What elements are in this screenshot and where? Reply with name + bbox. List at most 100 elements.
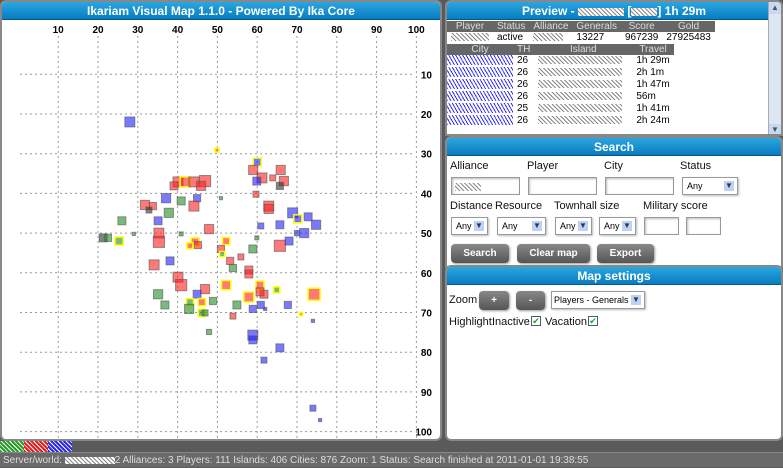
city-marker[interactable] — [160, 193, 172, 204]
scroll-down-icon[interactable]: ▼ — [769, 124, 781, 134]
city-marker[interactable] — [199, 283, 211, 295]
city-marker[interactable] — [252, 190, 260, 198]
resource-select[interactable]: Any ▼ — [497, 217, 546, 235]
city-marker[interactable] — [298, 311, 304, 317]
world-map[interactable]: 10 20 30 40 50 60 70 80 90 100 10 20 30 40 50 60 70 80 90 1… — [2, 2, 442, 441]
city-marker[interactable] — [275, 220, 285, 230]
city-marker[interactable] — [178, 231, 184, 237]
zoom-out-button[interactable]: - — [516, 291, 545, 310]
city-marker[interactable] — [248, 335, 258, 345]
clear-map-button[interactable]: Clear map — [517, 244, 590, 263]
city-marker[interactable] — [254, 235, 260, 241]
city-marker[interactable] — [208, 296, 218, 306]
city-row[interactable]: 26 2h 1m — [447, 67, 674, 79]
city-marker[interactable] — [293, 230, 301, 237]
city-row[interactable]: 26 1h 47m — [447, 79, 674, 91]
city-marker[interactable] — [152, 289, 164, 300]
city-marker[interactable] — [201, 309, 209, 317]
player-row[interactable]: active 13227 967239 27925483 — [447, 32, 715, 44]
city-marker[interactable] — [220, 279, 232, 291]
city-marker[interactable] — [275, 181, 284, 190]
city-marker[interactable] — [221, 236, 231, 246]
city-marker[interactable] — [255, 287, 265, 297]
inactive-checkbox[interactable]: ✔ — [531, 316, 541, 326]
city-marker[interactable] — [153, 216, 163, 226]
city-marker[interactable] — [165, 256, 175, 266]
city-marker[interactable] — [226, 256, 235, 265]
export-button[interactable]: Export — [597, 244, 654, 263]
townhall-max-select[interactable]: Any ▼ — [599, 217, 636, 235]
city-marker[interactable] — [309, 404, 317, 412]
city-marker[interactable] — [197, 297, 207, 307]
city-marker[interactable] — [195, 180, 207, 191]
scroll-up-icon[interactable]: ▲ — [769, 2, 781, 14]
city-marker[interactable] — [176, 196, 186, 206]
city-marker[interactable] — [293, 214, 303, 224]
city-marker[interactable] — [243, 291, 255, 303]
townhall-min-select[interactable]: Any ▼ — [555, 217, 592, 235]
city-marker[interactable] — [252, 176, 262, 186]
city-marker[interactable] — [193, 240, 202, 250]
city-marker[interactable] — [311, 219, 322, 230]
city-marker[interactable] — [203, 224, 215, 235]
search-button[interactable]: Search — [451, 244, 509, 263]
city-marker[interactable] — [284, 236, 294, 246]
city-marker[interactable] — [273, 239, 286, 252]
city-marker[interactable] — [232, 300, 242, 310]
city-marker[interactable] — [303, 212, 313, 222]
city-marker[interactable] — [169, 181, 179, 191]
city-marker[interactable] — [275, 343, 285, 353]
city-marker[interactable] — [163, 207, 174, 218]
city-marker[interactable] — [248, 164, 259, 176]
city-marker[interactable] — [186, 242, 194, 250]
city-marker[interactable] — [229, 312, 237, 320]
city-marker[interactable] — [248, 244, 258, 254]
city-row[interactable]: 26 1h 29m — [447, 55, 674, 67]
city-marker[interactable] — [131, 231, 136, 236]
city-marker[interactable] — [175, 279, 188, 292]
city-marker[interactable] — [214, 147, 220, 153]
city-marker[interactable] — [148, 202, 158, 211]
map-mode-select[interactable]: Players - Generals ▼ — [551, 291, 645, 309]
city-marker[interactable] — [117, 216, 127, 226]
city-marker[interactable] — [218, 196, 224, 201]
city-marker[interactable] — [256, 300, 265, 310]
city-marker[interactable] — [248, 304, 257, 314]
alliance-input[interactable] — [451, 177, 520, 195]
city-marker[interactable] — [272, 286, 281, 294]
city-marker[interactable] — [299, 228, 310, 239]
vacation-checkbox[interactable]: ✔ — [588, 316, 598, 326]
distance-select[interactable]: Any ▼ — [451, 217, 488, 235]
city-marker[interactable] — [124, 116, 136, 128]
city-marker[interactable] — [263, 203, 274, 214]
city-marker[interactable] — [145, 206, 153, 214]
city-marker[interactable] — [275, 164, 286, 176]
city-row[interactable]: 26 56m — [447, 91, 674, 103]
city-marker[interactable] — [228, 263, 238, 273]
city-marker[interactable] — [152, 235, 165, 248]
player-input[interactable] — [528, 177, 597, 195]
status-select[interactable]: Any ▼ — [682, 177, 738, 195]
city-marker[interactable] — [148, 259, 160, 271]
city-marker[interactable] — [244, 269, 254, 279]
military-min-input[interactable] — [644, 217, 679, 235]
preview-scrollbar[interactable]: ▲ ▼ — [768, 2, 781, 134]
city-input[interactable] — [605, 177, 674, 195]
city-marker[interactable] — [252, 157, 262, 167]
city-marker[interactable] — [160, 300, 170, 310]
city-marker[interactable] — [317, 417, 323, 423]
city-marker[interactable] — [307, 287, 321, 301]
city-row[interactable]: 25 1h 41m — [447, 103, 674, 115]
city-marker[interactable] — [184, 303, 195, 315]
city-marker[interactable] — [205, 328, 213, 336]
zoom-in-button[interactable]: + — [479, 291, 509, 310]
city-row[interactable]: 26 2h 24m — [447, 115, 674, 127]
city-marker[interactable] — [263, 306, 268, 312]
military-max-input[interactable] — [686, 217, 721, 235]
city-marker[interactable] — [192, 289, 202, 299]
city-marker[interactable] — [218, 250, 226, 258]
city-marker[interactable] — [283, 300, 292, 310]
city-marker[interactable] — [237, 253, 245, 261]
city-marker[interactable] — [287, 207, 299, 219]
city-marker[interactable] — [269, 174, 277, 182]
